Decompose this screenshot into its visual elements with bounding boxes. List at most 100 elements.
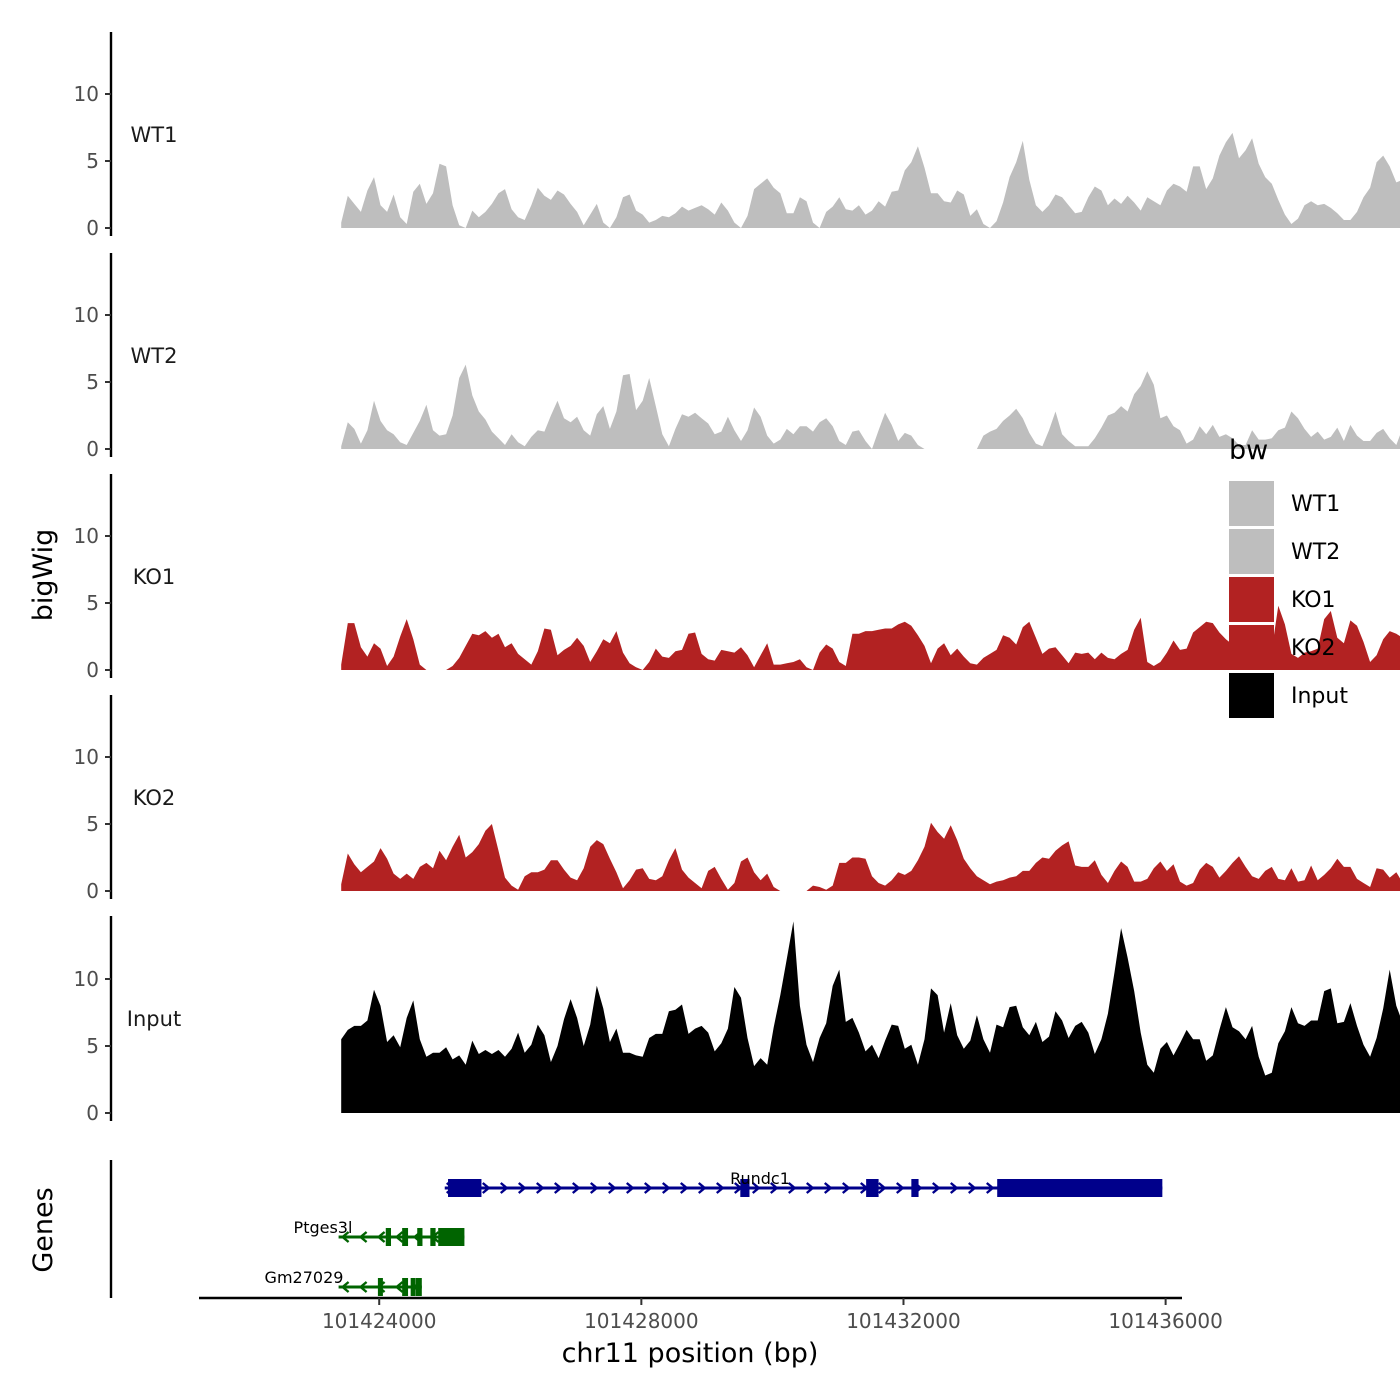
gene-exon <box>417 1228 423 1246</box>
coverage-area <box>609 194 741 228</box>
y-tick-label: 5 <box>86 149 99 173</box>
strand-arrow <box>715 1182 725 1194</box>
coverage-area <box>741 178 820 228</box>
y-tick-label: 5 <box>86 1034 99 1058</box>
strand-arrow <box>625 1182 635 1194</box>
legend-title: bw <box>1229 435 1268 466</box>
coverage-area <box>813 605 1400 670</box>
legend-label: Input <box>1291 684 1348 709</box>
coverage-area <box>446 628 643 670</box>
track-label-input: Input <box>127 1007 181 1031</box>
strand-arrow <box>679 1182 689 1194</box>
gene-exon <box>740 1179 750 1197</box>
strand-arrow <box>394 1281 404 1293</box>
strand-arrow <box>877 1182 887 1194</box>
gene-label: Rundc1 <box>730 1169 790 1188</box>
y-tick-label: 0 <box>86 658 99 682</box>
track-label-ko2: KO2 <box>133 786 176 810</box>
strand-arrow <box>394 1231 404 1243</box>
gene-exon <box>448 1179 482 1197</box>
legend-swatch <box>1229 625 1274 670</box>
coverage-area <box>806 822 1400 891</box>
strand-arrow <box>340 1231 350 1243</box>
gene-label: Ptges3l <box>294 1218 353 1237</box>
gene-exon <box>866 1179 879 1197</box>
gene-ptges3l: Ptges3l <box>294 1218 465 1246</box>
x-tick-label: 101428000 <box>584 1309 699 1333</box>
legend-item-ko1: KO1 <box>1229 577 1336 622</box>
gene-exon <box>430 1228 436 1246</box>
y-axis-title: bigWig <box>28 529 59 622</box>
x-axis-title: chr11 position (bp) <box>562 1338 819 1369</box>
strand-arrow <box>607 1182 617 1194</box>
gene-gm27029: Gm27029 <box>265 1268 422 1296</box>
y-tick-label: 10 <box>74 82 99 106</box>
y-tick-label: 5 <box>86 812 99 836</box>
y-tick-label: 0 <box>86 437 99 461</box>
coverage-area <box>341 619 427 670</box>
genes-axis-title: Genes <box>28 1187 59 1272</box>
legend-item-wt1: WT1 <box>1229 481 1340 526</box>
strand-arrow <box>340 1281 350 1293</box>
strand-arrow <box>985 1182 995 1194</box>
strand-arrow <box>358 1281 368 1293</box>
strand-arrow <box>697 1182 707 1194</box>
gene-exon <box>402 1278 409 1296</box>
legend-item-ko2: KO2 <box>1229 625 1336 670</box>
strand-arrow <box>967 1182 977 1194</box>
track-label-wt1: WT1 <box>131 123 178 147</box>
coverage-area <box>341 824 781 891</box>
legend-item-wt2: WT2 <box>1229 529 1340 574</box>
strand-arrow <box>931 1182 941 1194</box>
legend-swatch <box>1229 529 1274 574</box>
strand-arrow <box>661 1182 671 1194</box>
y-tick-label: 5 <box>86 370 99 394</box>
strand-arrow <box>517 1182 527 1194</box>
gene-exon <box>911 1179 919 1197</box>
legend-item-input: Input <box>1229 673 1348 718</box>
track-label-ko1: KO1 <box>133 565 176 589</box>
coverage-area <box>341 921 1400 1113</box>
coverage-area <box>341 364 872 449</box>
strand-arrow <box>895 1182 905 1194</box>
strand-arrow <box>949 1182 959 1194</box>
legend-swatch <box>1229 673 1274 718</box>
coverage-area <box>642 632 813 670</box>
gene-rundc1: Rundc1 <box>444 1169 1163 1197</box>
gene-exon <box>385 1228 392 1246</box>
y-tick-label: 0 <box>86 1101 99 1125</box>
strand-arrow <box>823 1182 833 1194</box>
gene-label: Gm27029 <box>265 1268 344 1287</box>
legend-swatch <box>1229 577 1274 622</box>
legend-label: WT2 <box>1291 540 1340 565</box>
legend-label: KO1 <box>1291 588 1336 613</box>
strand-arrow <box>481 1182 491 1194</box>
y-tick-label: 10 <box>74 745 99 769</box>
coverage-area <box>341 163 466 228</box>
x-axis: 101424000 101428000 101432000 101436000 <box>199 1296 1223 1333</box>
gene-exon <box>997 1179 1163 1197</box>
coverage-area <box>976 371 1400 449</box>
coverage-area <box>990 132 1400 228</box>
gene-exon <box>438 1228 465 1246</box>
x-tick-label: 101432000 <box>846 1309 961 1333</box>
legend-swatch <box>1229 481 1274 526</box>
track-wt2: 0 5 10 WT2 <box>74 253 1400 461</box>
strand-arrow <box>553 1182 563 1194</box>
track-wt1: 0 5 10 WT1 <box>74 32 1400 240</box>
track-ko2: 0 5 10 KO2 <box>74 695 1400 903</box>
gene-exon <box>402 1228 409 1246</box>
bigwig-tracks: 0 5 10 WT1 0 5 10 WT2 0 5 10 KO1 0 5 10 KO2 0 5 10 Input <box>74 32 1400 1125</box>
x-tick-label: 101424000 <box>322 1309 437 1333</box>
y-tick-label: 0 <box>86 216 99 240</box>
strand-arrow <box>589 1182 599 1194</box>
strand-arrow <box>787 1182 797 1194</box>
coverage-area <box>819 146 990 228</box>
track-label-wt2: WT2 <box>131 344 178 368</box>
gene-annotation-track: Rundc1 Ptges3l Gm27029 <box>109 1160 1163 1298</box>
strand-arrow <box>376 1231 386 1243</box>
gene-exon <box>377 1278 383 1296</box>
track-ko1: 0 5 10 KO1 <box>74 474 1400 682</box>
strand-arrow <box>535 1182 545 1194</box>
strand-arrow <box>841 1182 851 1194</box>
